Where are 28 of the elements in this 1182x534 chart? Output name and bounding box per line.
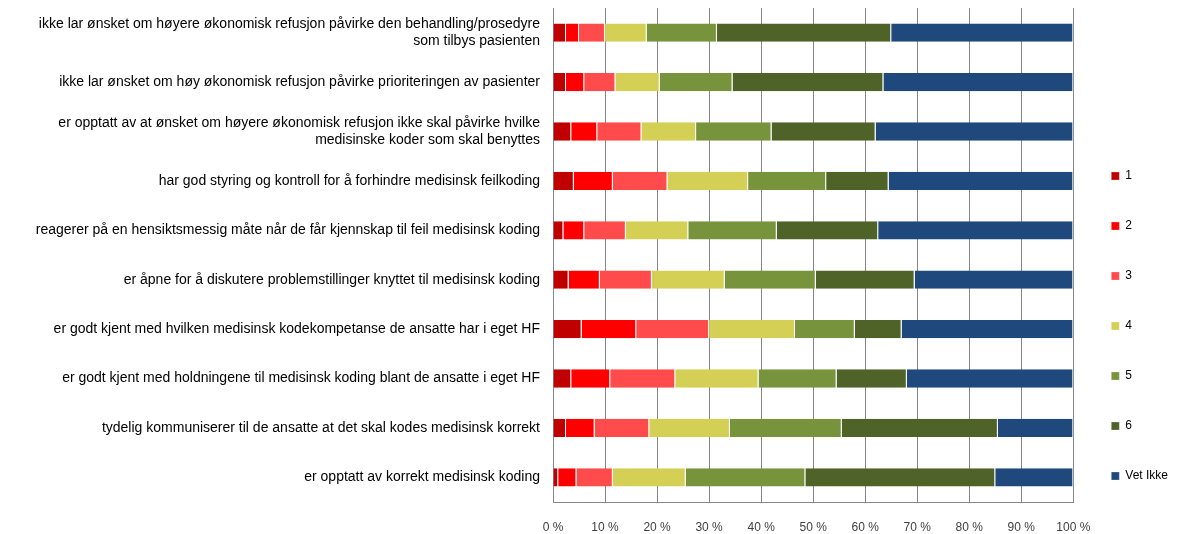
x-tick-label: 100 % [1056,519,1091,534]
y-tick-label: ikke lar ønsket om høy økonomisk refusjon påvirke prioriteringen av pasienter [59,72,541,89]
x-tick-label: 0 % [542,519,564,534]
legend-label: 4 [1125,318,1133,333]
x-tick-label: 90 % [1007,519,1036,534]
y-tick-label: ikke lar ønsket om høyere økonomisk refusjon påvirke den behandling/prosedyre som tilbys pasienten [38,15,541,48]
y-tick-label: tydelig kommuniserer til de ansatte at det skal kodes medisinsk korrekt [101,418,541,435]
y-tick-label: er opptatt av at ønsket om høyere økonomisk refusjon ikke skal påvirke hvilke medisinske koder som skal benyttes [58,113,541,147]
legend-label: 5 [1125,368,1133,383]
x-tick-label: 50 % [799,519,828,534]
x-tick-label: 30 % [695,519,724,534]
y-tick-label: er opptatt av korrekt medisinsk koding [304,468,540,485]
x-tick-label: 80 % [955,519,984,534]
legend-label: Vet Ikke [1125,468,1169,483]
x-tick-label: 70 % [903,519,932,534]
legend-label: 2 [1125,218,1133,233]
y-tick-label: er godt kjent med holdningene til medisinsk koding blant de ansatte i eget HF [62,369,540,386]
x-tick-label: 60 % [851,519,880,534]
y-tick-label: har god styring og kontroll for å forhindre medisinsk feilkoding [158,171,540,188]
legend-label: 6 [1125,418,1133,433]
y-tick-label: er åpne for å diskutere problemstillinger knyttet til medisinsk koding [123,270,540,287]
legend-label: 1 [1125,168,1133,183]
y-tick-label: reagerer på en hensiktsmessig måte når de får kjennskap til feil medisinsk koding [35,221,540,238]
legend-label: 3 [1125,268,1133,283]
y-tick-label: er godt kjent med hvilken medisinsk kodekompetanse de ansatte har i eget HF [53,319,540,336]
x-tick-label: 20 % [643,519,672,534]
x-tick-label: 40 % [747,519,776,534]
x-tick-label: 10 % [591,519,620,534]
